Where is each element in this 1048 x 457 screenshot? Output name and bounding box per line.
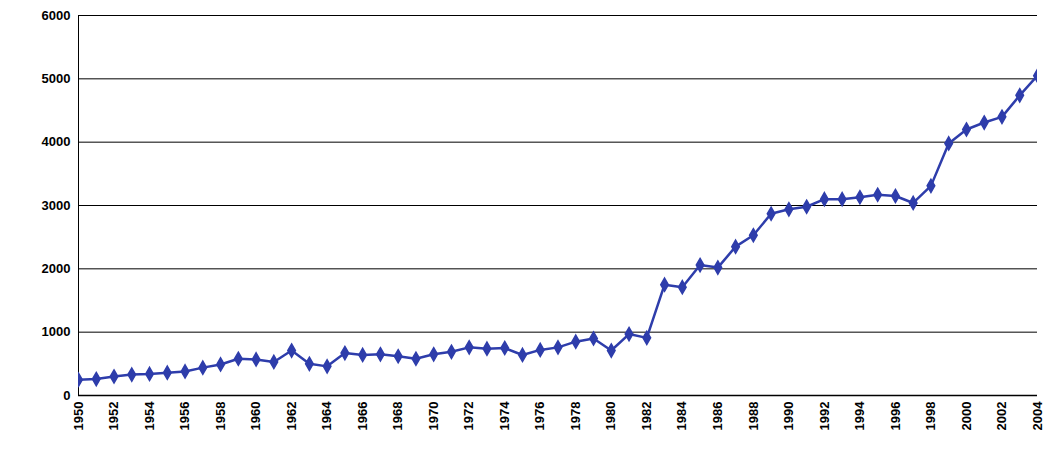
svg-text:1990: 1990 xyxy=(781,402,796,431)
svg-text:1988: 1988 xyxy=(746,402,761,431)
svg-text:5000: 5000 xyxy=(42,71,71,86)
svg-text:2000: 2000 xyxy=(42,261,71,276)
svg-text:1972: 1972 xyxy=(461,402,476,431)
svg-text:1976: 1976 xyxy=(532,402,547,431)
svg-text:1994: 1994 xyxy=(852,401,867,431)
svg-text:1952: 1952 xyxy=(106,402,121,431)
svg-text:1954: 1954 xyxy=(142,401,157,431)
svg-text:1958: 1958 xyxy=(213,402,228,431)
svg-text:6000: 6000 xyxy=(42,8,71,23)
svg-text:1974: 1974 xyxy=(497,401,512,431)
svg-text:1956: 1956 xyxy=(177,402,192,431)
svg-text:1964: 1964 xyxy=(319,401,334,431)
svg-text:1980: 1980 xyxy=(603,402,618,431)
svg-text:1000: 1000 xyxy=(42,324,71,339)
svg-text:2000: 2000 xyxy=(959,402,974,431)
svg-text:3000: 3000 xyxy=(42,198,71,213)
svg-text:1970: 1970 xyxy=(426,402,441,431)
svg-text:1968: 1968 xyxy=(390,402,405,431)
svg-text:1984: 1984 xyxy=(674,401,689,431)
svg-text:1962: 1962 xyxy=(284,402,299,431)
svg-text:1998: 1998 xyxy=(923,402,938,431)
svg-text:2004: 2004 xyxy=(1030,401,1045,431)
svg-text:1950: 1950 xyxy=(71,402,86,431)
svg-text:2002: 2002 xyxy=(994,402,1009,431)
svg-text:1960: 1960 xyxy=(248,402,263,431)
svg-text:1986: 1986 xyxy=(710,402,725,431)
svg-text:0: 0 xyxy=(63,388,70,403)
svg-text:4000: 4000 xyxy=(42,134,71,149)
svg-text:1982: 1982 xyxy=(639,402,654,431)
svg-text:1992: 1992 xyxy=(817,402,832,431)
svg-text:1996: 1996 xyxy=(888,402,903,431)
svg-text:1966: 1966 xyxy=(355,402,370,431)
svg-text:1978: 1978 xyxy=(568,402,583,431)
